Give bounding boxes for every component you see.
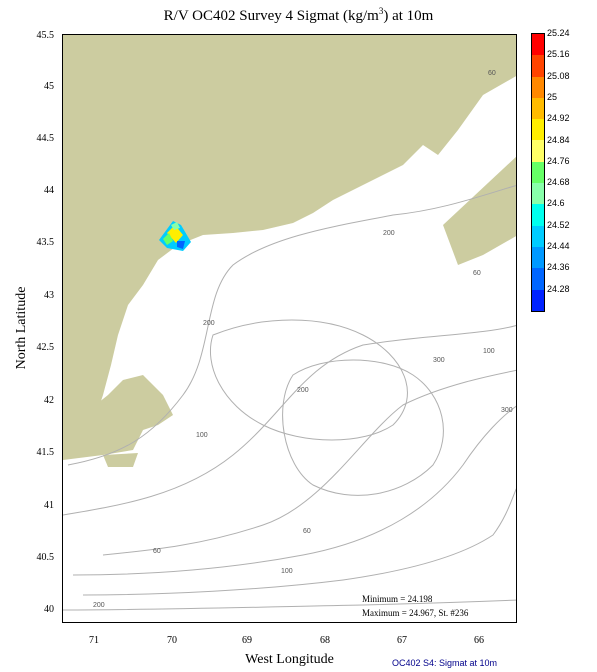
contour-label: 200 (297, 387, 309, 394)
colorbar-label: 24.52 (547, 219, 570, 230)
colorbar-label: 24.36 (547, 262, 570, 273)
colorbar-label: 24.44 (547, 241, 570, 252)
colorbar-label: 25.08 (547, 70, 570, 81)
contour-label: 200 (93, 602, 105, 609)
stat-minimum: Minimum = 24.198 (362, 594, 433, 604)
contour-label: 100 (196, 432, 208, 439)
x-tick-label: 69 (242, 635, 252, 646)
x-tick-label: 66 (474, 635, 484, 646)
y-tick-label: 43.5 (36, 237, 55, 248)
colorbar-label: 24.76 (547, 155, 570, 166)
y-tick-label: 41.5 (36, 447, 55, 458)
colorbar-segment (532, 140, 544, 162)
land-maine (63, 35, 516, 455)
x-tick-label: 70 (167, 635, 177, 646)
colorbar-label: 25.16 (547, 49, 570, 60)
contour-label: 60 (303, 528, 311, 535)
contour-label: 60 (473, 270, 481, 277)
y-tick-label: 45.5 (36, 30, 55, 41)
map-plot-area: 60 60 200 200 200 300 100 300 100 60 60 … (62, 34, 517, 623)
colorbar-segment (532, 161, 544, 184)
y-tick-label: 44 (44, 185, 54, 196)
chart-title: R/V OC402 Survey 4 Sigmat (kg/m3) at 10m (163, 6, 434, 24)
colorbar-label: 25 (547, 91, 558, 102)
map-svg: 60 60 200 200 200 300 100 300 100 60 60 … (63, 35, 516, 611)
land-islands (103, 453, 138, 467)
colorbar-segment (532, 289, 544, 311)
colorbar-segment (532, 119, 544, 141)
colorbar-segment (532, 76, 544, 98)
colorbar-label: 24.68 (547, 177, 570, 188)
x-tick-label: 71 (89, 635, 99, 646)
colorbar-segment (532, 246, 544, 269)
stat-maximum: Maximum = 24.967, St. #236 (362, 608, 469, 618)
land-cape-cod (63, 375, 173, 460)
y-tick-label: 42 (44, 395, 54, 406)
y-tick-label: 40.5 (36, 552, 55, 563)
colorbar-segment (532, 34, 544, 56)
colorbar-segment (532, 225, 544, 247)
colorbar-label: 25.24 (547, 28, 570, 38)
y-tick-label: 43 (44, 290, 54, 301)
contour-label: 100 (483, 348, 495, 355)
colorbar-segment (532, 55, 544, 77)
y-tick-label: 42.5 (36, 342, 55, 353)
x-tick-label: 67 (397, 635, 407, 646)
colorbar (531, 33, 545, 312)
x-axis-label: West Longitude (245, 652, 334, 667)
y-axis-label: North Latitude (14, 286, 29, 370)
contour-label: 300 (501, 407, 513, 414)
y-tick-label: 45 (44, 81, 54, 92)
contour-label: 60 (488, 70, 496, 77)
colorbar-segment (532, 268, 544, 290)
contour-label: 100 (281, 568, 293, 575)
bathymetry-contours (63, 185, 516, 611)
contour-label: 200 (383, 230, 395, 237)
footnote: OC402 S4: Sigmat at 10m (392, 658, 498, 668)
colorbar-label: 24.6 (547, 198, 565, 209)
y-tick-label: 44.5 (36, 133, 55, 144)
contour-label: 300 (433, 357, 445, 364)
x-tick-label: 68 (320, 635, 330, 646)
land-nova-scotia (443, 156, 516, 265)
y-tick-label: 41 (44, 500, 54, 511)
colorbar-segment (532, 204, 544, 226)
colorbar-label: 24.92 (547, 113, 570, 124)
y-tick-label: 40 (44, 604, 54, 615)
colorbar-label: 24.28 (547, 283, 570, 294)
contour-label: 60 (153, 548, 161, 555)
colorbar-segment (532, 97, 544, 120)
sigmat-data-patch (159, 221, 191, 251)
colorbar-segment (532, 183, 544, 205)
contour-label: 200 (203, 320, 215, 327)
colorbar-label: 24.84 (547, 134, 570, 145)
